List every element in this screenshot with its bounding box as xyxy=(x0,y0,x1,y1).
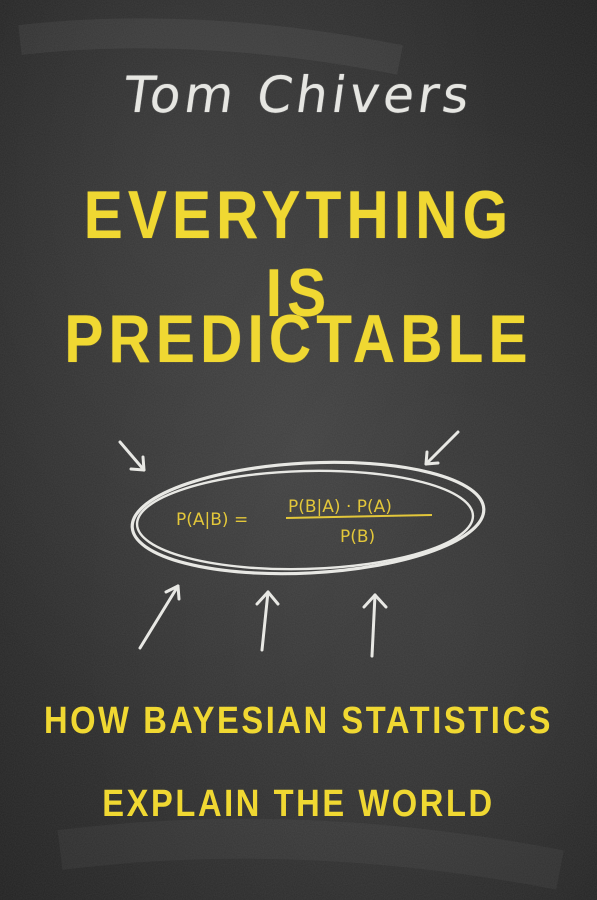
formula-denominator: P(B) xyxy=(340,527,375,547)
arrow-icon xyxy=(118,440,146,472)
author-name: Tom Chivers xyxy=(120,66,477,124)
fraction-bar xyxy=(285,514,433,519)
book-title-line-1: EVERYTHING IS xyxy=(83,177,514,331)
bayes-formula-illustration: P(A|B) = P(B|A) · P(A) P(B) xyxy=(118,430,486,658)
formula-lhs: P(A|B) = xyxy=(176,510,248,530)
arrow-icon xyxy=(424,430,460,466)
formula-numerator: P(B|A) · P(A) xyxy=(288,497,392,517)
arrow-icon xyxy=(138,584,181,650)
chalk-ellipse-inner xyxy=(135,469,475,571)
chalk-ellipse-outer xyxy=(130,460,486,576)
subtitle-line-2: EXPLAIN THE WORLD xyxy=(102,783,495,825)
subtitle-line-1: HOW BAYESIAN STATISTICS xyxy=(43,700,554,742)
arrow-icon xyxy=(255,590,280,652)
arrow-icon xyxy=(362,593,388,658)
book-title-line-2: PREDICTABLE xyxy=(64,301,533,377)
